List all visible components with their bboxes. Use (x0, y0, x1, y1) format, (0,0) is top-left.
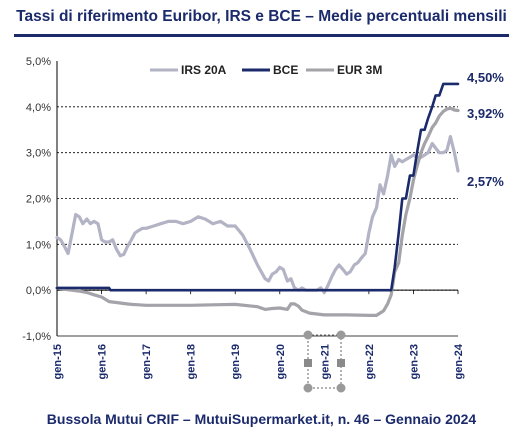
y-tick-label: 0,0% (26, 285, 51, 297)
x-tick-label: gen-15 (52, 344, 64, 379)
axis-layer: -1,0% 0,0% 1,0% 2,0% 3,0% 4,0% 5,0% gen-15 gen-1… (22, 56, 465, 379)
x-tick-label: gen-21 (319, 344, 331, 379)
legend-label: IRS 20A (181, 63, 227, 77)
x-tick-label: gen-18 (186, 344, 198, 379)
y-tick-label: 5,0% (26, 56, 51, 68)
chart-title: Tassi di riferimento Euribor, IRS e BCE … (16, 8, 507, 25)
selection-handles (303, 330, 346, 393)
x-tick-label: gen-17 (141, 344, 153, 379)
end-value-label: 4,50% (467, 70, 504, 85)
handle-bottom-left[interactable] (303, 383, 313, 393)
handle-mid-left-square[interactable] (304, 359, 312, 367)
x-tick-label: gen-23 (408, 344, 420, 379)
series-layer (55, 82, 460, 317)
legend: IRS 20A BCE EUR 3M (150, 63, 382, 77)
series-line-eur-3m (55, 106, 460, 317)
x-tick-label: gen-19 (230, 344, 242, 379)
end-value-label: 3,92% (467, 106, 504, 121)
y-tick-label: 4,0% (26, 102, 51, 114)
end-labels: 2,57% 4,50% 3,92% (467, 70, 504, 189)
y-tick-label: 2,0% (26, 194, 51, 206)
series-line-irs-20a (55, 135, 460, 295)
legend-label: BCE (273, 63, 298, 77)
legend-label: EUR 3M (337, 63, 382, 77)
x-tick-label: gen-16 (97, 344, 109, 379)
x-tick-label: gen-22 (364, 344, 376, 379)
title-underline (14, 34, 509, 37)
handle-mid-right-square[interactable] (337, 359, 345, 367)
handle-bottom-right[interactable] (336, 383, 346, 393)
y-tick-label: 3,0% (26, 148, 51, 160)
handle-top-left[interactable] (303, 330, 313, 340)
handle-top-right[interactable] (336, 330, 346, 340)
series-line-bce (55, 82, 460, 292)
x-tick-label: gen-24 (453, 343, 465, 379)
end-value-label: 2,57% (467, 174, 504, 189)
footer-source: Bussola Mutui CRIF – MutuiSupermarket.it… (46, 411, 477, 427)
x-tick-label: gen-20 (275, 344, 287, 379)
y-tick-label: 1,0% (26, 239, 51, 251)
y-tick-label: -1,0% (22, 331, 51, 343)
